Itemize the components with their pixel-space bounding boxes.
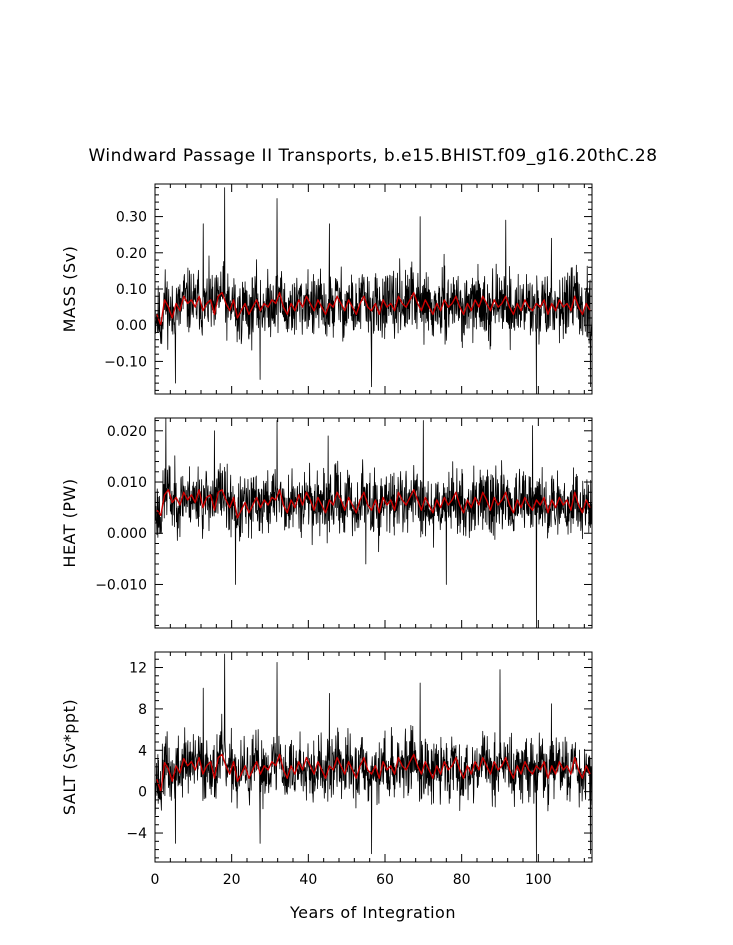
top-series-annual-line xyxy=(156,291,591,326)
middle-y-tick-label: 0.000 xyxy=(107,526,147,542)
top-y-tick-label: −0.10 xyxy=(104,354,147,370)
bottom-x-tick-label: 0 xyxy=(151,872,160,888)
bottom-y-tick-label: 8 xyxy=(138,702,147,718)
top-series-monthly-line xyxy=(155,187,592,394)
top-y-tick-label: 0.00 xyxy=(116,318,147,334)
middle-y-tick-label: 0.020 xyxy=(107,424,147,440)
top-ticks xyxy=(154,184,592,394)
bottom-plot-frame xyxy=(154,651,593,863)
figure-title: Windward Passage II Transports, b.e15.BH… xyxy=(88,146,657,166)
middle-y-tick-label: −0.010 xyxy=(95,577,147,593)
bottom-x-tick-label: 20 xyxy=(223,872,241,888)
middle-ticks xyxy=(154,418,592,628)
bottom-series-annual-line xyxy=(156,753,591,793)
bottom-x-tick-label: 100 xyxy=(525,872,552,888)
top-panel: −0.10 0.00 0.10 0.20 0.30 MASS (Sv) xyxy=(60,183,593,395)
bottom-y-tick-label: −4 xyxy=(126,826,147,842)
middle-series-annual-line xyxy=(156,489,591,519)
top-y-axis-label: MASS (Sv) xyxy=(60,246,79,333)
bottom-x-tick-label: 40 xyxy=(299,872,317,888)
bottom-x-tick-label: 80 xyxy=(453,872,471,888)
bottom-ticks xyxy=(154,652,592,862)
bottom-y-tick-label: 4 xyxy=(138,743,147,759)
middle-y-tick-label: 0.010 xyxy=(107,475,147,491)
bottom-x-tick-label: 60 xyxy=(376,872,394,888)
bottom-y-tick-label: 12 xyxy=(129,661,147,677)
middle-series-monthly-line xyxy=(155,418,592,628)
bottom-series-monthly-line xyxy=(155,653,592,862)
bottom-y-axis-label: SALT (Sv*ppt) xyxy=(60,699,79,815)
middle-panel: −0.010 0.000 0.010 0.020 HEAT (PW) xyxy=(60,417,593,629)
top-y-tick-label: 0.10 xyxy=(116,282,147,298)
middle-y-axis-label: HEAT (PW) xyxy=(60,478,79,567)
x-axis-label: Years of Integration xyxy=(289,903,456,922)
bottom-panel: −4 0 4 8 12 0 20 40 60 80 100 SALT (Sv*ppt) xyxy=(60,651,593,888)
panels: −0.10 0.00 0.10 0.20 0.30 MASS (Sv) −0.010 0.00… xyxy=(60,183,593,888)
top-y-tick-label: 0.20 xyxy=(116,246,147,262)
top-y-tick-label: 0.30 xyxy=(116,210,147,226)
bottom-y-tick-label: 0 xyxy=(138,785,147,801)
